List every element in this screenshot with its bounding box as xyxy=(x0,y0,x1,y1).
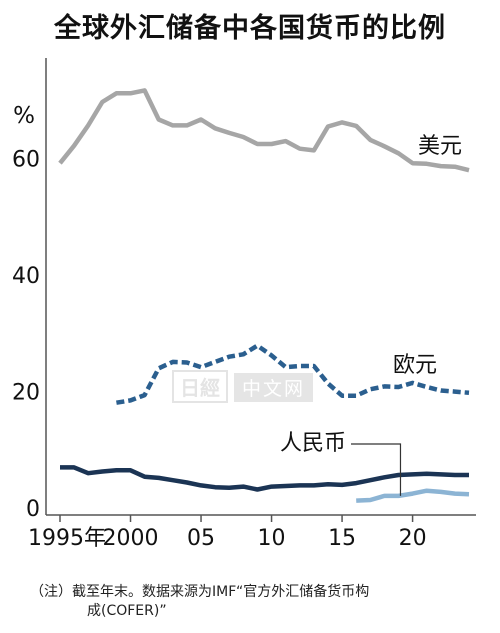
y-axis-ticks: 0 20 40 60 xyxy=(12,147,40,522)
y-tick-label-20: 20 xyxy=(12,380,40,405)
series-line-2 xyxy=(356,488,470,503)
y-axis-unit-label: % xyxy=(13,103,35,129)
chart-title: 全球外汇储备中各国货币的比例 xyxy=(54,13,446,44)
x-tick-label-2020: 20 xyxy=(399,526,427,551)
watermark-logo: 日經 xyxy=(172,370,228,403)
x-tick-label-2005: 05 xyxy=(187,526,215,551)
x-tick-label-2000: 2000 xyxy=(103,526,159,551)
series-label-2: 人民币 xyxy=(280,431,346,456)
series-label-0: 美元 xyxy=(418,134,462,159)
watermark-text: 中文网 xyxy=(234,373,314,402)
series-label-1: 欧元 xyxy=(393,353,437,378)
x-tick-label-1995: 1995年 xyxy=(28,526,106,551)
y-tick-label-40: 40 xyxy=(12,264,40,289)
x-tick-label-2010: 10 xyxy=(258,526,286,551)
series-line-3 xyxy=(60,465,469,492)
footnote: （注）截至年末。数据来源为IMF“官方外汇储备货币构 成(COFER)” xyxy=(30,583,490,621)
footnote-line-2: 成(COFER)” xyxy=(87,603,167,619)
y-tick-label-60: 60 xyxy=(12,147,40,172)
watermark: 日經 中文网 xyxy=(172,370,314,403)
series-line-0 xyxy=(58,88,470,173)
y-tick-label-0: 0 xyxy=(26,497,40,522)
series-layer xyxy=(58,88,470,503)
series-label-leader xyxy=(351,443,402,496)
series-line-1 xyxy=(116,343,470,405)
footnote-line-1: （注）截至年末。数据来源为IMF“官方外汇储备货币构 xyxy=(30,584,370,600)
x-tick-label-2015: 15 xyxy=(328,526,356,551)
